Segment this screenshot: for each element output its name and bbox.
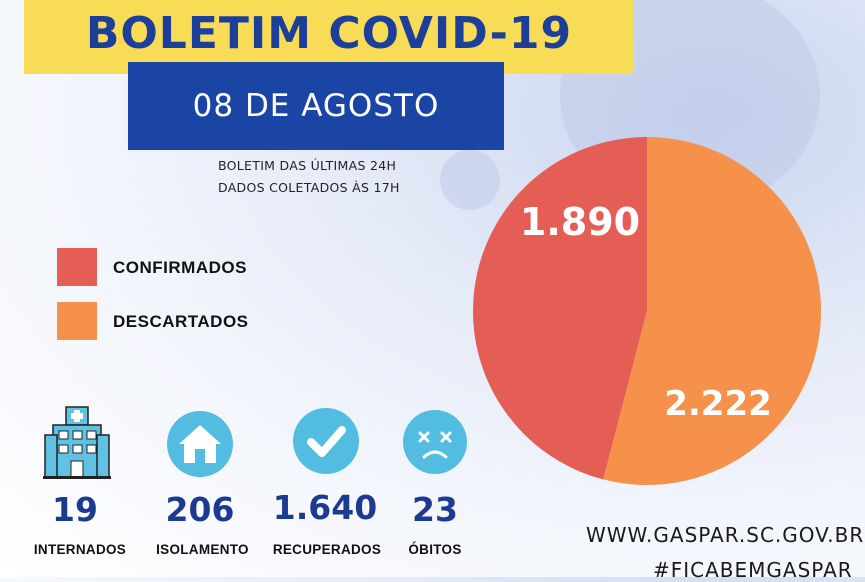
hospital-icon <box>43 406 111 479</box>
legend-label-descartados: DESCARTADOS <box>113 312 249 331</box>
stat-value-recuperados: 1.640 <box>272 488 378 527</box>
title-banner: BOLETIM COVID-19 <box>24 0 634 74</box>
stat-value-internados: 19 <box>52 490 98 529</box>
legend-label-confirmados: CONFIRMADOS <box>113 258 247 277</box>
stat-label-internados: INTERNADOS <box>33 542 127 557</box>
subtitle-line-2: DADOS COLETADOS ÀS 17H <box>218 180 400 195</box>
subtitle-line-1: BOLETIM DAS ÚLTIMAS 24H <box>218 158 397 173</box>
page-title: BOLETIM COVID-19 <box>85 7 573 59</box>
stat-value-isolamento: 206 <box>165 490 235 529</box>
house-icon <box>167 411 233 477</box>
report-date: 08 DE AGOSTO <box>192 88 440 124</box>
stat-label-obitos: ÓBITOS <box>408 542 462 557</box>
stat-label-isolamento: ISOLAMENTO <box>156 542 249 557</box>
stat-label-recuperados: RECUPERADOS <box>272 542 382 557</box>
website-link[interactable]: WWW.GASPAR.SC.GOV.BR <box>586 523 865 547</box>
virus-illustration-small <box>440 150 500 210</box>
sad-face-icon <box>403 410 467 474</box>
stat-value-obitos: 23 <box>412 490 458 529</box>
legend-swatch-descartados <box>57 302 97 340</box>
legend-swatch-confirmados <box>57 248 97 286</box>
date-banner: 08 DE AGOSTO <box>128 62 504 150</box>
hashtag: #FICABEMGASPAR <box>653 558 853 582</box>
checkmark-icon <box>293 408 359 474</box>
pie-value-confirmados: 1.890 <box>520 200 640 244</box>
pie-value-descartados: 2.222 <box>664 384 772 424</box>
